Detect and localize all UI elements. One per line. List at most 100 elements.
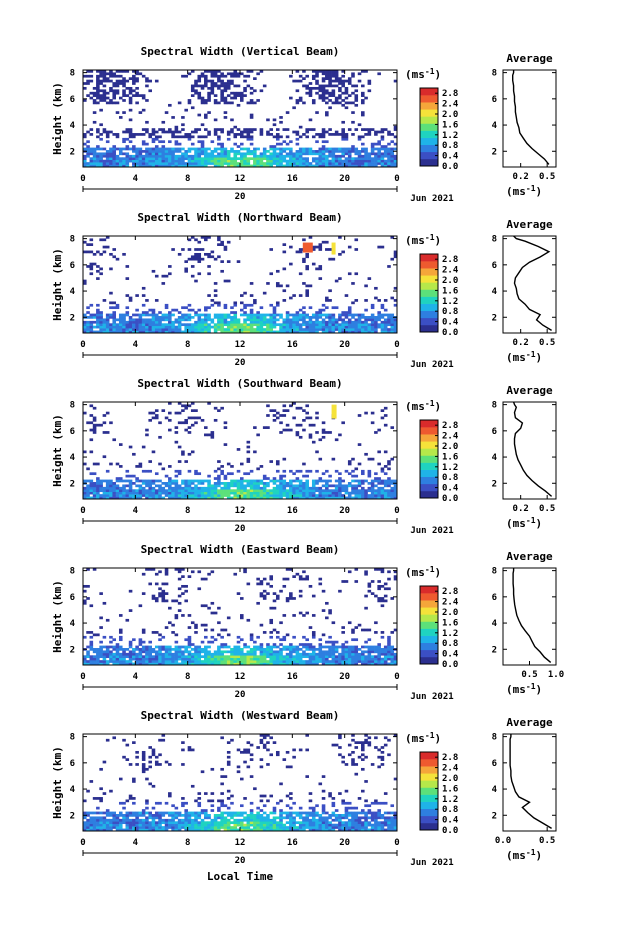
heatmap-cell (292, 79, 296, 83)
heatmap-cell (285, 162, 290, 165)
heatmap-cell (184, 584, 188, 588)
heatmap-cell (145, 120, 149, 124)
heatmap-cell (200, 84, 205, 88)
heatmap-cell (220, 157, 224, 161)
heatmap-cell (266, 482, 270, 485)
heatmap-cell (128, 662, 133, 666)
heatmap-cell (354, 645, 359, 649)
heatmap-cell (269, 631, 274, 634)
heatmap-cell (181, 584, 185, 588)
heatmap-cell (279, 162, 283, 165)
y-axis-label: Height (km) (51, 414, 64, 487)
heatmap-cell (246, 159, 251, 163)
heatmap-cell (269, 606, 274, 610)
heatmap-cell (168, 154, 172, 158)
heatmap-cell (321, 496, 326, 500)
heatmap-cell (164, 626, 169, 629)
heatmap-cell (269, 652, 274, 656)
heatmap-cell (154, 274, 159, 278)
heatmap-cell (112, 248, 117, 251)
heatmap-cell (361, 162, 365, 165)
heatmap-cell (112, 494, 117, 497)
heatmap-cell (364, 320, 368, 324)
heatmap-cell (220, 145, 224, 148)
heatmap-cell (256, 601, 260, 605)
heatmap-cell (272, 323, 277, 327)
heatmap-cell (354, 626, 359, 629)
heatmap-cell (321, 240, 326, 244)
heatmap-cell (109, 818, 113, 822)
heatmap-cell (151, 648, 156, 651)
heatmap-cell (259, 323, 264, 327)
heatmap-cell (315, 91, 319, 95)
heatmap-cell (282, 645, 287, 649)
heatmap-cell (105, 482, 110, 485)
heatmap-cell (145, 645, 149, 649)
heatmap-cell (132, 164, 136, 168)
heatmap-cell (89, 272, 94, 276)
heatmap-cell (315, 152, 319, 156)
heatmap-cell (164, 111, 169, 114)
heatmap-cell (105, 101, 110, 105)
heatmap-cell (377, 494, 381, 497)
heatmap-cell (177, 609, 182, 612)
heatmap-cell (295, 660, 300, 663)
heatmap-cell (321, 325, 326, 329)
heatmap-cell (177, 652, 182, 656)
heatmap-cell (207, 157, 211, 161)
heatmap-cell (197, 494, 202, 497)
heatmap-cell (370, 303, 375, 307)
heatmap-cell (240, 660, 244, 663)
heatmap-cell (380, 137, 385, 141)
y-axis-label: Height (km) (51, 82, 64, 155)
heatmap-cell (256, 313, 260, 317)
heatmap-cell (118, 318, 123, 322)
heatmap-cell (223, 494, 228, 497)
heatmap-cell (141, 592, 146, 595)
heatmap-cell (213, 282, 218, 285)
heatmap-cell (380, 130, 385, 134)
heatmap-cell (89, 823, 94, 827)
heatmap-cell (217, 657, 221, 661)
heatmap-cell (207, 159, 211, 163)
heatmap-cell (168, 150, 172, 153)
heatmap-cell (115, 154, 120, 158)
heatmap-cell (223, 645, 228, 649)
heatmap-cell (145, 79, 149, 83)
heatmap-cell (174, 328, 179, 331)
heatmap-cell (308, 496, 313, 500)
heatmap-cell (200, 162, 205, 165)
heatmap-cell (96, 84, 100, 88)
heatmap-cell (200, 604, 205, 608)
heatmap-cell (151, 828, 156, 832)
heatmap-cell (168, 159, 172, 163)
heatmap-cell (344, 159, 349, 163)
heatmap-cell (190, 157, 195, 161)
heatmap-cell (171, 828, 175, 832)
heatmap-cell (161, 657, 166, 661)
heatmap-cell (168, 330, 172, 334)
heatmap-cell (105, 484, 110, 488)
heatmap-cell (383, 147, 388, 151)
heatmap-cell (246, 457, 251, 461)
heatmap-cell (305, 316, 309, 319)
heatmap-cell (141, 814, 146, 817)
heatmap-cell (308, 494, 313, 497)
heatmap-cell (102, 238, 107, 242)
heatmap-cell (311, 482, 316, 485)
heatmap-cell (105, 91, 110, 95)
heatmap-cell (187, 635, 192, 639)
heatmap-cell (364, 494, 368, 497)
colorbar-tick-label: 0.8 (442, 473, 458, 483)
heatmap-cell (213, 328, 218, 331)
heatmap-cell (135, 826, 139, 829)
heatmap-cell (145, 428, 149, 432)
heatmap-cell (380, 152, 385, 156)
heatmap-cell (135, 91, 139, 95)
heatmap-cells (83, 568, 398, 666)
heatmap-cell (236, 662, 241, 666)
heatmap-cell (148, 489, 152, 493)
heatmap-cell (217, 655, 221, 659)
heatmap-cell (141, 628, 146, 632)
heatmap-cell (279, 494, 283, 497)
